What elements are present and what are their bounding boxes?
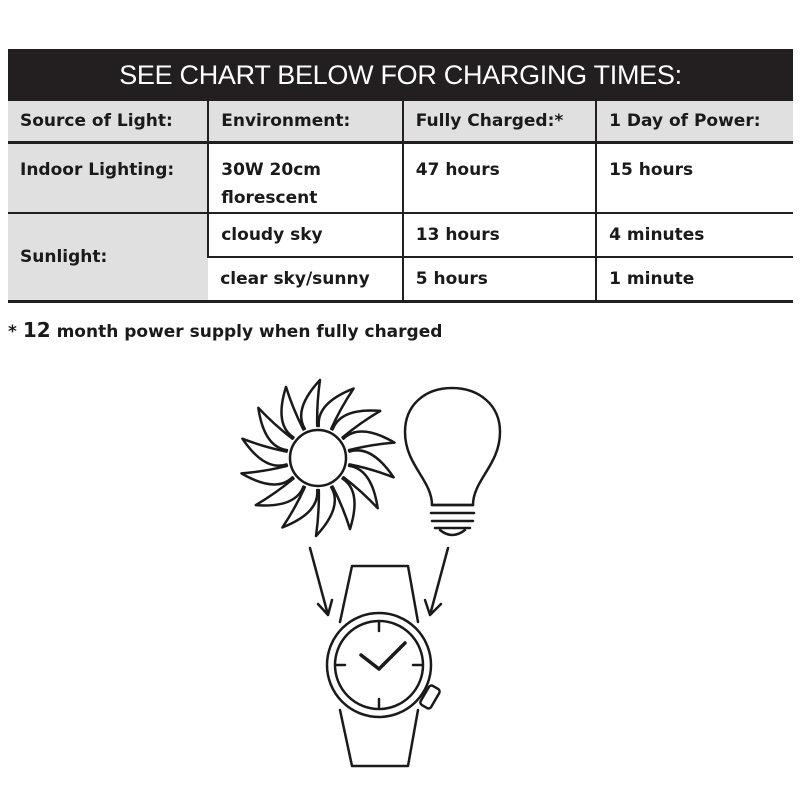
sun-ray — [241, 437, 288, 467]
source-cell: Indoor Lighting: — [8, 142, 209, 214]
footnote-text: month power supply when fully charged — [56, 322, 443, 342]
environment-cell: 30W 20cm florescent — [207, 142, 403, 214]
header-environment: Environment: — [207, 101, 403, 144]
fully-charged-cell: 47 hours — [401, 142, 597, 214]
sun-ray — [280, 385, 305, 439]
one-day-cell: 4 minutes — [595, 213, 793, 258]
footnote: * 12 month power supply when fully charg… — [8, 318, 442, 342]
sun-ray — [240, 464, 294, 486]
chart-banner: SEE CHART BELOW FOR CHARGING TIMES: — [8, 49, 793, 101]
footnote-number: 12 — [22, 318, 51, 342]
table-row: Indoor Lighting: 30W 20cm florescent 47 h… — [8, 142, 793, 214]
sun-ray — [317, 387, 355, 431]
environment-cell: clear sky/sunny — [208, 257, 403, 303]
fully-charged-cell: 5 hours — [401, 257, 597, 303]
one-day-cell: 15 hours — [595, 142, 793, 214]
sun-ray — [331, 477, 356, 531]
header-one-day: 1 Day of Power: — [595, 101, 793, 144]
table-row: Sunlight: cloudy sky 13 hours 4 minutes — [8, 213, 793, 303]
sun-ray — [254, 477, 305, 507]
sun-ray — [342, 464, 379, 510]
sun-ray — [257, 406, 294, 452]
light-bulb-icon — [403, 386, 502, 537]
environment-cell: cloudy sky — [207, 213, 403, 258]
environment-line: florescent — [221, 188, 318, 208]
watch-icon — [325, 564, 441, 768]
sun-ray — [331, 409, 382, 439]
charging-times-table: Source of Light: Environment: Fully Char… — [8, 101, 793, 303]
header-source: Source of Light: — [8, 101, 209, 144]
sun-ray — [348, 449, 395, 479]
sun-ray — [342, 430, 396, 452]
sun-ray — [300, 378, 322, 431]
table-header-row: Source of Light: Environment: Fully Char… — [8, 101, 793, 144]
header-fully-charged: Fully Charged:* — [401, 101, 597, 144]
sun-icon — [240, 378, 396, 538]
fully-charged-cell: 13 hours — [401, 213, 597, 258]
one-day-cell: 1 minute — [595, 257, 793, 303]
table-row: clear sky/sunny 5 hours 1 minute — [8, 257, 793, 303]
sun-ray — [281, 485, 319, 529]
source-cell: Sunlight: — [8, 213, 209, 303]
sun-ray — [314, 485, 336, 538]
environment-line: 30W 20cm — [221, 160, 322, 180]
arrow-icon — [308, 546, 450, 617]
footnote-star: * — [8, 322, 17, 342]
